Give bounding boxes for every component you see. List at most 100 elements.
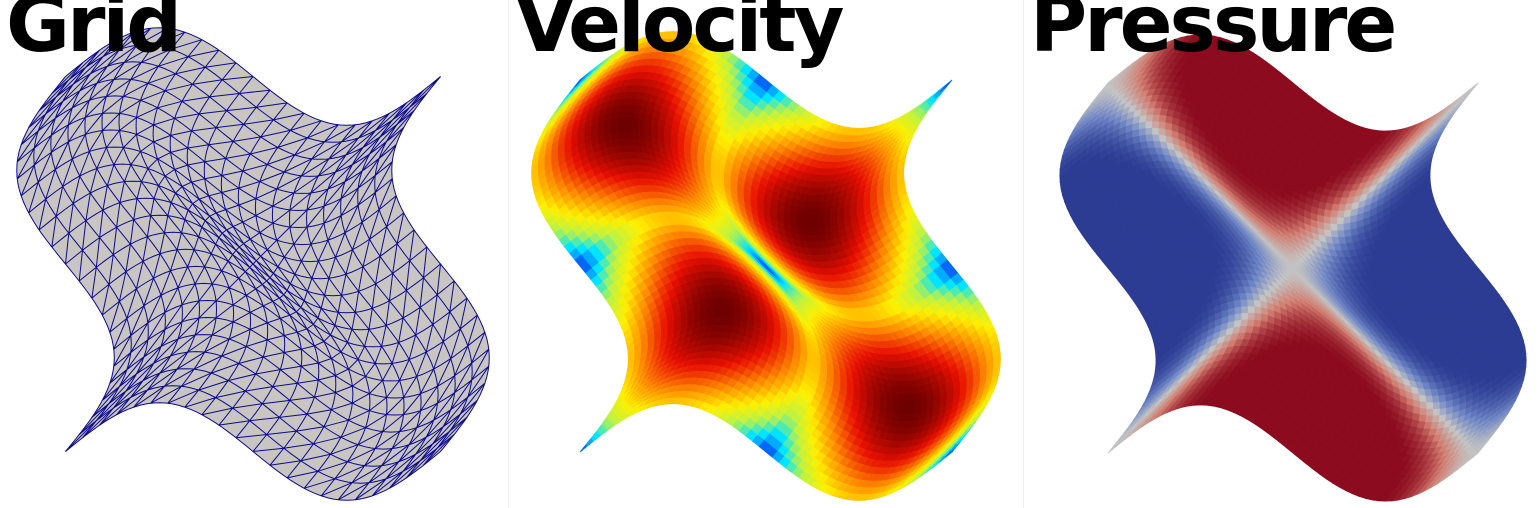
mesh-diagonal bbox=[389, 460, 421, 489]
mesh-diagonal bbox=[205, 62, 237, 68]
mesh-diagonal bbox=[340, 427, 366, 438]
mesh-diagonal bbox=[68, 99, 90, 126]
mesh-diagonal bbox=[164, 83, 193, 92]
mesh-diagonal bbox=[72, 175, 81, 204]
mesh-diagonal bbox=[297, 379, 319, 384]
mesh-diagonal bbox=[176, 351, 205, 370]
mesh-diagonal bbox=[170, 130, 192, 136]
velocity-cell bbox=[939, 79, 953, 93]
mesh-diagonal bbox=[459, 382, 486, 415]
mesh-diagonal bbox=[378, 178, 393, 210]
mesh-diagonal bbox=[267, 317, 281, 324]
mesh-diagonal bbox=[193, 355, 222, 370]
mesh-diagonal bbox=[334, 312, 339, 326]
mesh-diagonal bbox=[142, 355, 171, 381]
mesh-diagonal bbox=[176, 232, 182, 250]
mesh-diagonal bbox=[112, 227, 118, 255]
mesh-diagonal bbox=[167, 389, 199, 404]
mesh-diagonal bbox=[109, 352, 132, 384]
mesh-diagonal bbox=[107, 44, 138, 67]
mesh-diagonal bbox=[297, 328, 308, 333]
mesh-diagonal bbox=[170, 249, 178, 271]
mesh-diagonal bbox=[153, 185, 159, 199]
mesh-diagonal bbox=[386, 380, 400, 398]
mesh-diagonal bbox=[55, 186, 64, 217]
mesh-diagonal bbox=[164, 215, 169, 233]
mesh-diagonal bbox=[204, 215, 210, 221]
mesh-diagonal bbox=[164, 287, 179, 313]
mesh-diagonal bbox=[101, 369, 128, 401]
mesh-diagonal bbox=[267, 154, 295, 165]
mesh-diagonal bbox=[198, 300, 217, 319]
mesh-diagonal bbox=[378, 127, 405, 159]
mesh-diagonal bbox=[130, 305, 145, 336]
mesh-diagonal bbox=[181, 300, 200, 323]
mesh-diagonal bbox=[408, 334, 417, 360]
mesh-diagonal bbox=[99, 397, 131, 426]
mesh-diagonal bbox=[101, 284, 110, 316]
mesh-diagonal bbox=[79, 151, 90, 177]
grid-panel: Grid bbox=[0, 0, 508, 508]
mesh-diagonal bbox=[437, 375, 456, 404]
pressure-cell bbox=[1247, 311, 1256, 320]
mesh-diagonal bbox=[158, 56, 189, 67]
mesh-diagonal bbox=[204, 338, 230, 353]
mesh-diagonal bbox=[310, 222, 325, 245]
mesh-diagonal bbox=[123, 82, 149, 97]
mesh-diagonal bbox=[143, 278, 154, 306]
mesh-diagonal bbox=[85, 39, 117, 68]
mesh-diagonal bbox=[301, 158, 330, 177]
mesh-diagonal bbox=[348, 359, 359, 370]
mesh-diagonal bbox=[215, 304, 234, 319]
mesh-diagonal bbox=[368, 461, 399, 484]
mesh-diagonal bbox=[379, 106, 411, 138]
mesh-diagonal bbox=[306, 188, 329, 211]
velocity-cell bbox=[810, 213, 819, 222]
mesh-diagonal bbox=[123, 134, 137, 148]
mesh-diagonal bbox=[423, 246, 428, 278]
mesh-diagonal bbox=[368, 308, 373, 330]
mesh-diagonal bbox=[129, 219, 135, 245]
mesh-diagonal bbox=[198, 195, 209, 200]
mesh-diagonal bbox=[328, 137, 359, 160]
mesh-diagonal bbox=[133, 198, 138, 220]
mesh-diagonal bbox=[279, 294, 285, 299]
mesh-diagonal bbox=[181, 372, 212, 387]
velocity-cell bbox=[803, 220, 812, 229]
mesh-diagonal bbox=[283, 290, 288, 296]
mesh-diagonal bbox=[436, 417, 468, 449]
mesh-diagonal bbox=[181, 283, 196, 306]
mesh-diagonal bbox=[126, 288, 137, 319]
mesh-diagonal bbox=[388, 273, 394, 301]
mesh-diagonal bbox=[89, 48, 121, 75]
mesh-diagonal bbox=[187, 249, 195, 268]
velocity-cell bbox=[906, 406, 915, 415]
velocity-cell bbox=[810, 220, 819, 229]
mesh-diagonal bbox=[259, 171, 285, 182]
mesh-diagonal bbox=[300, 453, 331, 462]
mesh-diagonal bbox=[249, 263, 254, 268]
mesh-diagonal bbox=[432, 294, 438, 325]
mesh-diagonal bbox=[177, 266, 189, 289]
mesh-diagonal bbox=[289, 274, 296, 285]
pressure-cell bbox=[1241, 311, 1250, 320]
panel-divider bbox=[1023, 0, 1024, 508]
mesh-diagonal bbox=[416, 402, 438, 429]
mesh-diagonal bbox=[351, 465, 382, 484]
mesh-diagonal bbox=[269, 272, 274, 279]
mesh-diagonal bbox=[354, 291, 360, 313]
mesh-diagonal bbox=[108, 373, 137, 405]
mesh-diagonal bbox=[352, 222, 363, 250]
mesh-diagonal bbox=[352, 393, 370, 404]
mesh-diagonal bbox=[108, 254, 114, 285]
mesh-diagonal bbox=[33, 118, 56, 149]
mesh-diagonal bbox=[153, 338, 179, 364]
mesh-diagonal bbox=[391, 342, 400, 364]
mesh-diagonal bbox=[85, 113, 103, 135]
mesh-diagonal bbox=[50, 107, 73, 136]
mesh-diagonal bbox=[369, 123, 398, 155]
mesh-diagonal bbox=[157, 100, 183, 109]
mesh-diagonal bbox=[344, 153, 370, 182]
mesh-diagonal bbox=[164, 169, 175, 177]
mesh-diagonal bbox=[365, 363, 376, 377]
